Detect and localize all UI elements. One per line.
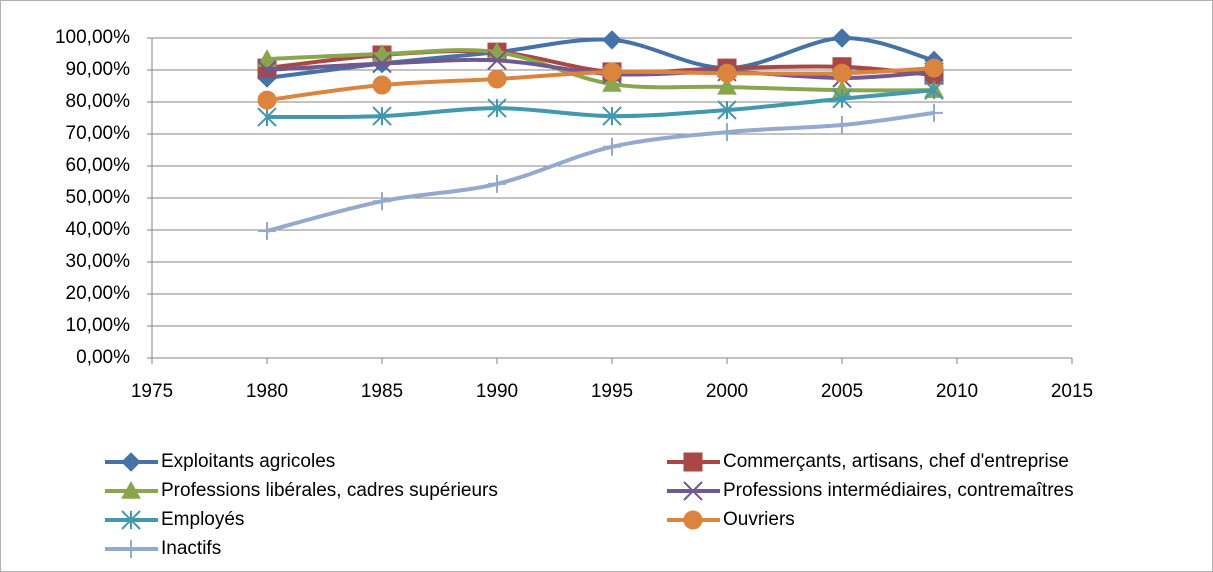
data-point (602, 30, 622, 50)
y-tick-label: 50,00% (66, 187, 131, 208)
y-tick-label: 10,00% (66, 315, 131, 336)
y-tick-label: 0,00% (76, 347, 130, 368)
data-point (832, 63, 852, 83)
data-point (373, 192, 391, 211)
data-point (602, 74, 622, 92)
data-point (257, 49, 277, 67)
x-tick-label: 1995 (591, 381, 633, 402)
data-point (717, 76, 737, 95)
y-tick-label: 60,00% (66, 155, 131, 176)
legend-label: Inactifs (161, 538, 221, 559)
x-tick-label: 2015 (1051, 381, 1093, 402)
data-point (258, 221, 276, 240)
legend-label: Ouvriers (723, 509, 795, 530)
legend-marker (683, 452, 703, 472)
legend-marker (683, 481, 703, 501)
x-tick-label: 2010 (936, 381, 978, 402)
legend-marker (121, 510, 141, 530)
data-point (372, 106, 392, 126)
y-tick-label: 30,00% (66, 251, 131, 272)
legend-marker (121, 452, 141, 472)
x-tick-label: 1990 (476, 381, 518, 402)
data-point (717, 100, 737, 120)
legend-label: Employés (161, 509, 244, 530)
data-point (833, 116, 851, 135)
data-point (602, 106, 622, 126)
data-point (717, 63, 737, 83)
data-point (487, 50, 507, 71)
x-tick-label: 1985 (361, 381, 403, 402)
data-point (372, 75, 392, 95)
x-tick-label: 2005 (821, 381, 863, 402)
legend-marker (683, 510, 703, 530)
data-point (487, 69, 507, 89)
y-tick-label: 100,00% (55, 27, 130, 48)
legend-label: Professions libérales, cadres supérieurs (161, 480, 498, 501)
y-tick-label: 20,00% (66, 283, 131, 304)
data-point (718, 123, 736, 142)
data-point (257, 107, 277, 127)
data-point (602, 62, 622, 82)
legend-label: Professions intermédiaires, contremaître… (723, 480, 1074, 501)
data-point (488, 174, 506, 193)
legend-marker (122, 540, 140, 558)
data-point (603, 137, 621, 156)
data-point (924, 58, 944, 78)
y-tick-label: 70,00% (66, 123, 131, 144)
data-point (832, 28, 852, 48)
data-point (832, 89, 852, 109)
y-tick-label: 40,00% (66, 219, 131, 240)
data-point (487, 98, 507, 118)
data-point (924, 80, 944, 100)
x-tick-label: 1980 (246, 381, 288, 402)
legend-marker (121, 480, 141, 499)
y-tick-label: 90,00% (66, 59, 131, 80)
y-tick-label: 80,00% (66, 91, 131, 112)
data-point (257, 90, 277, 110)
x-tick-label: 1975 (131, 381, 173, 402)
data-point (372, 53, 392, 74)
data-point (925, 103, 943, 122)
data-point (372, 43, 392, 62)
x-tick-label: 2000 (706, 381, 748, 402)
legend-label: Commerçants, artisans, chef d'entreprise (723, 451, 1069, 472)
legend-label: Exploitants agricoles (161, 451, 335, 472)
data-point (257, 60, 277, 80)
